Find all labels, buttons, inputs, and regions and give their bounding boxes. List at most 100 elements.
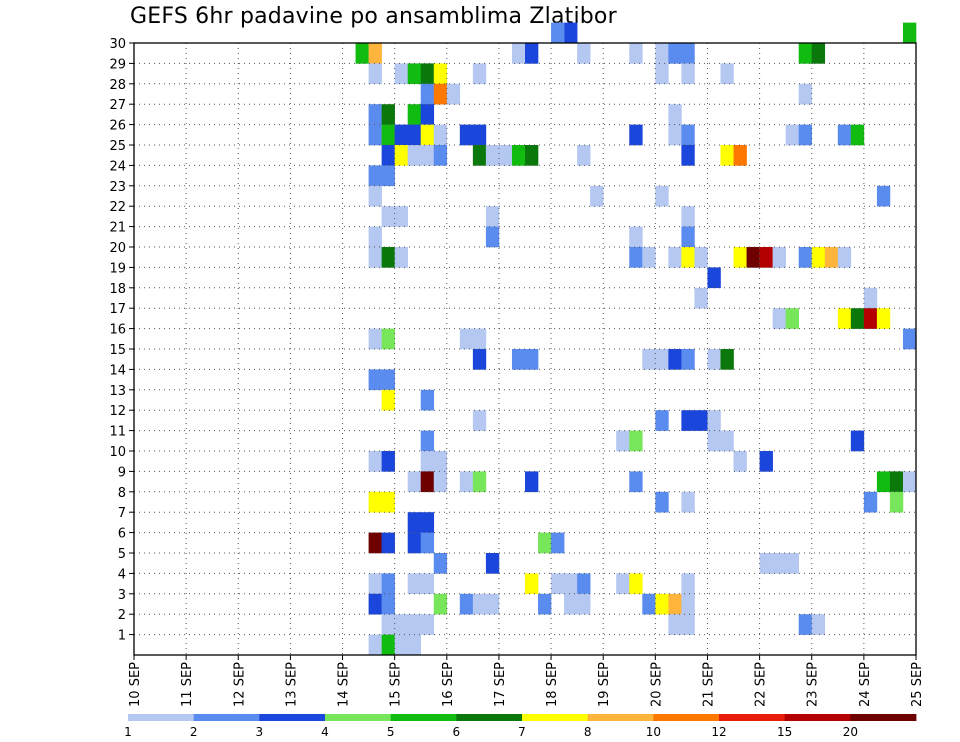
colorbar-label: 10 — [646, 725, 661, 739]
x-tick-label: 17 SEP — [493, 662, 508, 707]
x-tick-label: 23 SEP — [806, 662, 821, 707]
x-tick-label: 13 SEP — [284, 662, 299, 707]
y-axis: 1234567891011121314151617181920212223242… — [109, 37, 134, 644]
heat-cell — [668, 614, 682, 635]
heat-cell — [733, 145, 747, 166]
heat-cell — [433, 451, 448, 472]
colorbar-swatch — [128, 714, 195, 721]
heat-cell — [381, 389, 395, 411]
heat-cell — [759, 451, 773, 472]
y-tick-label: 2 — [118, 608, 126, 623]
heat-cell — [824, 247, 839, 268]
y-tick-label: 8 — [118, 486, 126, 501]
heat-cell — [863, 308, 878, 329]
y-tick-label: 14 — [109, 363, 126, 378]
heat-cell — [811, 247, 826, 268]
colorbar-label: 1 — [124, 725, 132, 739]
heat-cell — [785, 308, 799, 329]
heat-cell — [733, 247, 747, 268]
heat-cell — [368, 124, 382, 146]
colorbar-label: 12 — [711, 725, 726, 739]
heat-cell — [511, 145, 526, 166]
heat-cell — [681, 247, 695, 268]
heat-cell — [772, 553, 786, 574]
heat-cell — [420, 430, 435, 452]
heat-cell — [681, 63, 695, 85]
heat-cell — [381, 124, 395, 146]
heat-cell — [564, 573, 578, 595]
heat-cell — [472, 593, 487, 615]
heat-cell — [472, 349, 487, 370]
heat-cell — [420, 512, 435, 533]
heat-cell — [616, 430, 630, 452]
x-tick-label: 22 SEP — [754, 662, 769, 707]
heat-cell — [785, 553, 799, 574]
heat-cell — [459, 124, 474, 146]
heat-cell — [577, 145, 591, 166]
heat-cell — [876, 308, 891, 329]
heat-cell — [642, 593, 656, 615]
heat-cell — [863, 287, 878, 309]
colorbar-swatch — [719, 714, 786, 721]
heat-cell — [655, 185, 669, 207]
heat-cell — [407, 614, 422, 635]
y-tick-label: 29 — [109, 57, 126, 72]
x-tick-label: 11 SEP — [180, 662, 195, 707]
x-tick-label: 18 SEP — [545, 662, 560, 707]
heat-cell — [525, 145, 539, 166]
y-tick-label: 9 — [118, 465, 126, 480]
heat-cell — [837, 247, 852, 268]
heat-cell — [420, 532, 435, 554]
x-tick-label: 21 SEP — [701, 662, 716, 707]
grid-lines — [134, 43, 916, 655]
heat-cell — [707, 267, 721, 289]
y-tick-label: 10 — [109, 445, 126, 460]
x-tick-label: 19 SEP — [597, 662, 612, 707]
heat-cell — [577, 573, 591, 595]
heat-cell — [511, 349, 526, 370]
heat-cell — [525, 573, 539, 595]
heat-cell — [407, 63, 422, 85]
heat-cell — [642, 349, 656, 370]
heat-cell — [407, 573, 422, 595]
heat-cell — [485, 593, 500, 615]
heat-cell — [759, 247, 773, 268]
heat-cell — [863, 491, 878, 513]
heat-cell — [525, 471, 539, 493]
colorbar-swatch — [653, 714, 720, 721]
heat-cell — [564, 593, 578, 615]
heat-cell — [381, 634, 395, 656]
heat-cell — [394, 247, 408, 268]
heat-cell — [590, 185, 604, 207]
heat-cell — [681, 145, 695, 166]
x-tick-label: 14 SEP — [337, 662, 352, 707]
heat-cell — [668, 124, 682, 146]
y-tick-label: 5 — [118, 547, 126, 562]
y-tick-label: 26 — [109, 119, 126, 134]
heat-cell — [577, 43, 591, 64]
heat-cell — [668, 349, 682, 370]
heat-cell — [551, 532, 565, 554]
colorbar-swatch — [456, 714, 523, 721]
heat-cell — [668, 593, 682, 615]
heat-cell — [720, 63, 734, 85]
colorbar-label: 20 — [843, 725, 858, 739]
heat-cell — [629, 43, 643, 64]
heat-cell — [394, 145, 408, 166]
heat-cell — [472, 410, 487, 431]
heat-cell — [850, 430, 865, 452]
heat-cell — [746, 247, 760, 268]
heat-cell — [433, 145, 448, 166]
heat-cell — [381, 165, 395, 187]
heat-cell — [668, 104, 682, 125]
heat-cell — [433, 471, 448, 493]
heat-cell — [381, 614, 395, 635]
heat-cell — [681, 410, 695, 431]
heat-cell — [368, 165, 382, 187]
y-tick-label: 30 — [109, 37, 126, 52]
heat-cell — [459, 593, 474, 615]
heat-cell — [720, 430, 734, 452]
colorbar-label: 2 — [190, 725, 198, 739]
heat-cell — [420, 573, 435, 595]
heat-cell — [707, 430, 721, 452]
